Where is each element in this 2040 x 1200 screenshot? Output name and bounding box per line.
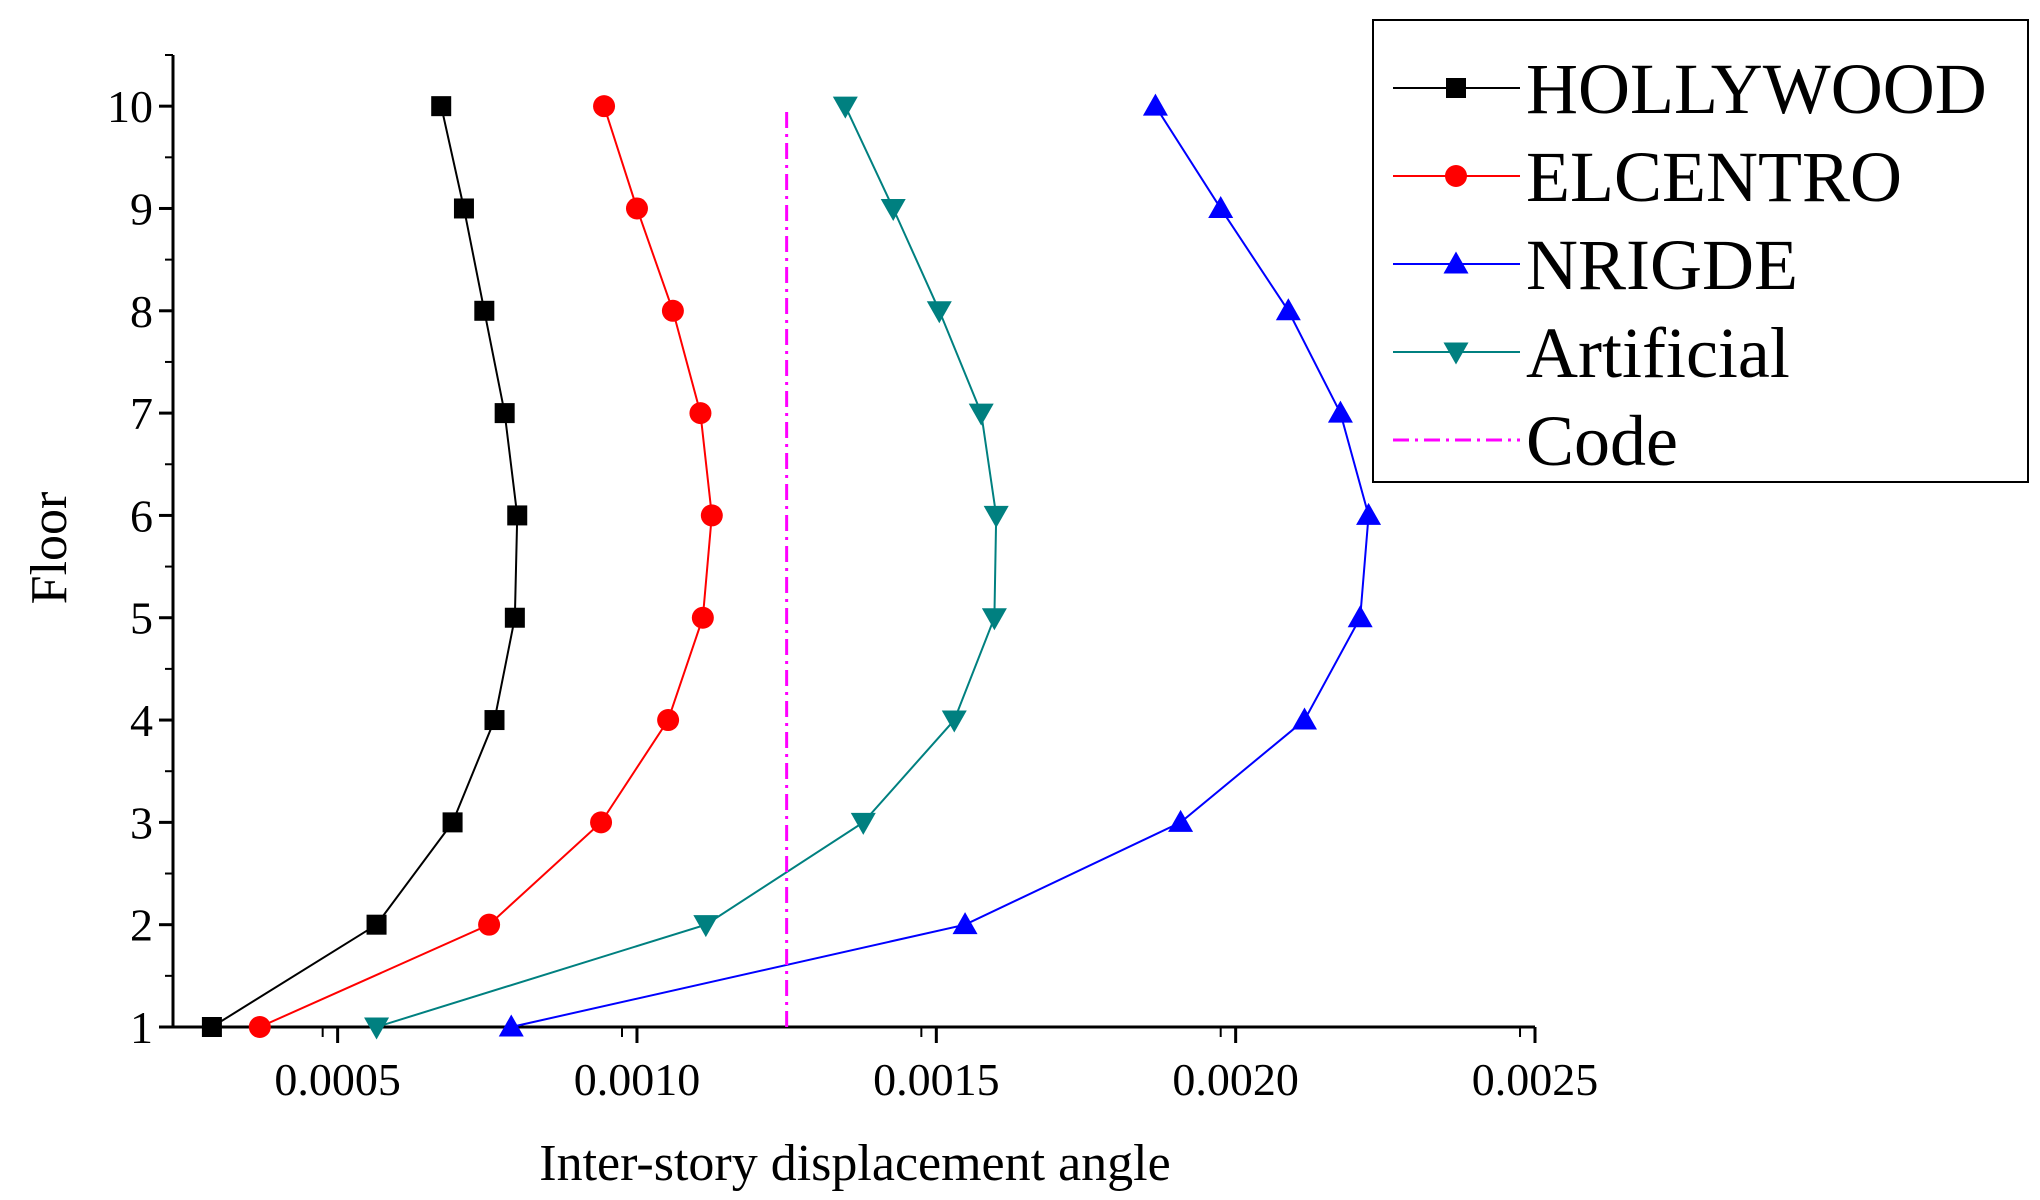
data-point xyxy=(593,95,616,118)
data-point xyxy=(661,299,684,322)
data-point xyxy=(691,606,714,629)
series-line xyxy=(511,105,1370,1028)
series-artificial xyxy=(364,96,1009,1040)
data-point xyxy=(484,710,505,731)
data-point xyxy=(880,198,906,221)
data-point xyxy=(474,300,495,321)
data-point xyxy=(1347,605,1373,628)
series-nrigde xyxy=(498,93,1382,1037)
legend-marker xyxy=(1446,78,1466,98)
data-point xyxy=(850,812,876,835)
series-hollywood xyxy=(201,96,528,1037)
data-point xyxy=(1168,809,1194,832)
legend-label: ELCENTRO xyxy=(1526,137,1902,217)
data-point xyxy=(201,1017,222,1037)
data-point xyxy=(1292,707,1318,730)
data-point xyxy=(1142,93,1168,116)
data-point xyxy=(507,505,528,526)
legend-box xyxy=(1372,19,2029,483)
data-point xyxy=(431,96,452,117)
data-point xyxy=(453,198,474,219)
y-tick-label: 6 xyxy=(130,490,153,541)
series-line xyxy=(211,105,519,1028)
legend-item-nrigde: NRIGDE xyxy=(1393,225,1798,305)
data-point xyxy=(1275,298,1301,321)
legend-item-artificial: Artificial xyxy=(1393,313,1790,393)
y-tick-label: 4 xyxy=(130,695,153,746)
data-point xyxy=(625,197,648,220)
data-point xyxy=(941,710,967,733)
x-ticks: 0.0005 0.0010 0.0015 0.0020 0.0025 xyxy=(274,1027,1598,1105)
legend-marker xyxy=(1445,165,1467,187)
y-tick-label: 1 xyxy=(130,1002,153,1053)
y-ticks: 1 2 3 4 5 6 7 8 9 10 xyxy=(107,54,173,1053)
data-point xyxy=(498,1014,524,1037)
data-point xyxy=(504,607,525,628)
y-tick-label: 5 xyxy=(130,593,153,644)
data-point xyxy=(366,914,387,935)
data-point xyxy=(700,504,723,527)
data-point xyxy=(494,403,515,424)
y-tick-label: 10 xyxy=(107,81,153,132)
legend-item-hollywood: HOLLYWOOD xyxy=(1393,49,1987,129)
data-point xyxy=(478,913,501,936)
series-line xyxy=(376,105,998,1028)
y-tick-label: 3 xyxy=(130,797,153,848)
series-elcentro xyxy=(248,95,723,1038)
x-axis-title: Inter-story displacement angle xyxy=(539,1135,1170,1192)
legend-label: Code xyxy=(1526,401,1678,481)
x-tick-label: 0.0025 xyxy=(1472,1054,1599,1105)
series-layer xyxy=(201,93,1382,1040)
y-axis-title: Floor xyxy=(21,492,78,605)
legend-label: HOLLYWOOD xyxy=(1526,49,1987,129)
data-point xyxy=(1327,400,1353,423)
y-tick-label: 7 xyxy=(130,388,153,439)
data-point xyxy=(832,96,858,119)
data-point xyxy=(590,811,613,834)
legend-marker xyxy=(1443,251,1469,274)
data-point xyxy=(926,301,952,324)
data-point xyxy=(1208,195,1234,218)
data-point xyxy=(983,505,1009,528)
legend-item-elcentro: ELCENTRO xyxy=(1393,137,1902,217)
legend-marker xyxy=(1443,342,1469,365)
data-point xyxy=(364,1017,390,1040)
data-point xyxy=(952,912,978,935)
y-tick-label: 9 xyxy=(130,183,153,234)
legend-label: NRIGDE xyxy=(1526,225,1798,305)
data-point xyxy=(689,402,712,425)
y-tick-label: 2 xyxy=(130,900,153,951)
legend-label: Artificial xyxy=(1526,313,1790,393)
series-line xyxy=(259,105,713,1028)
x-tick-label: 0.0015 xyxy=(873,1054,1000,1105)
data-point xyxy=(981,608,1007,631)
data-point xyxy=(442,812,463,833)
legend-item-code: Code xyxy=(1393,401,1678,481)
data-point xyxy=(693,915,719,938)
x-tick-label: 0.0020 xyxy=(1172,1054,1299,1105)
data-point xyxy=(248,1016,271,1038)
x-tick-label: 0.0005 xyxy=(274,1054,401,1105)
x-tick-label: 0.0010 xyxy=(574,1054,701,1105)
data-point xyxy=(1356,502,1382,525)
y-tick-label: 8 xyxy=(130,286,153,337)
data-point xyxy=(968,403,994,426)
data-point xyxy=(657,709,680,732)
